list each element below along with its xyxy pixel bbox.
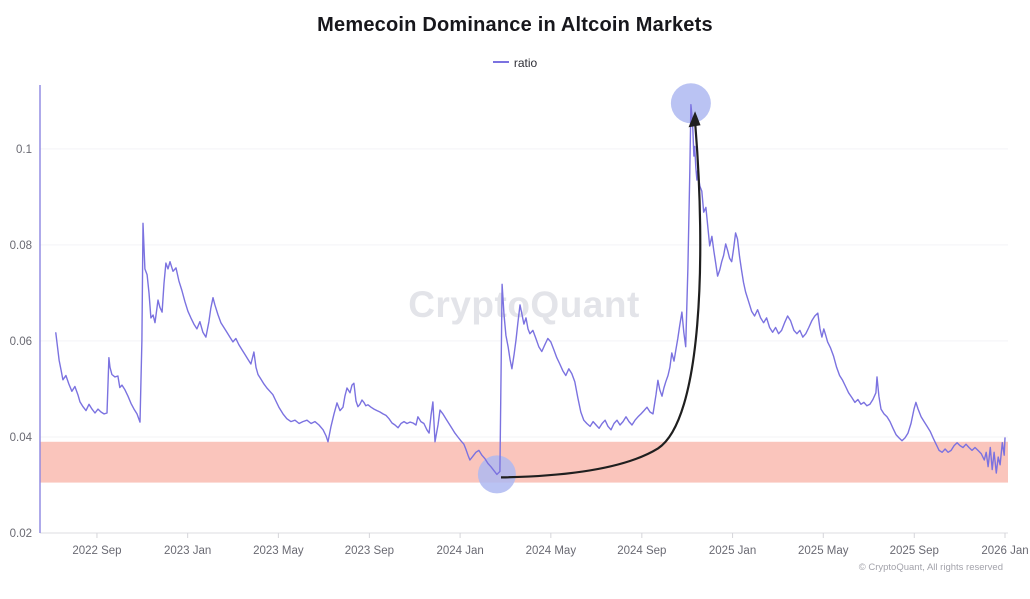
x-tick-label: 2024 Sep [617,545,666,557]
y-tick-label: 0.08 [10,240,32,252]
x-tick-label: 2023 Jan [164,545,211,557]
trend-arrow [500,122,702,479]
trend-arrowhead-icon [688,111,701,128]
cycle-peak-marker [670,83,711,124]
y-tick-label: 0.02 [10,528,32,540]
chart-title: Memecoin Dominance in Altcoin Markets [317,14,713,36]
x-tick-label: 2025 Sep [890,545,939,557]
x-tick-label: 2023 May [253,545,304,557]
x-tick-label: 2025 Jan [709,545,756,557]
x-tick-label: 2024 Jan [436,545,483,557]
x-tick-label: 2023 Sep [345,545,394,557]
y-tick-label: 0.04 [10,432,33,444]
ratio-line [55,104,1006,476]
x-tick-label: 2022 Sep [72,545,121,557]
x-tick-label: 2026 Jan [981,545,1028,557]
x-tick-label: 2025 May [798,545,849,557]
legend-label: ratio [513,55,538,70]
x-tick-label: 2024 May [526,545,577,557]
copyright-notice: © CryptoQuant, All rights reserved [858,562,1003,573]
watermark: CryptoQuant [408,284,640,325]
legend: ratio [0,55,1030,70]
legend-line-icon [492,60,509,63]
y-tick-label: 0.1 [16,144,32,156]
y-tick-label: 0.06 [10,336,32,348]
